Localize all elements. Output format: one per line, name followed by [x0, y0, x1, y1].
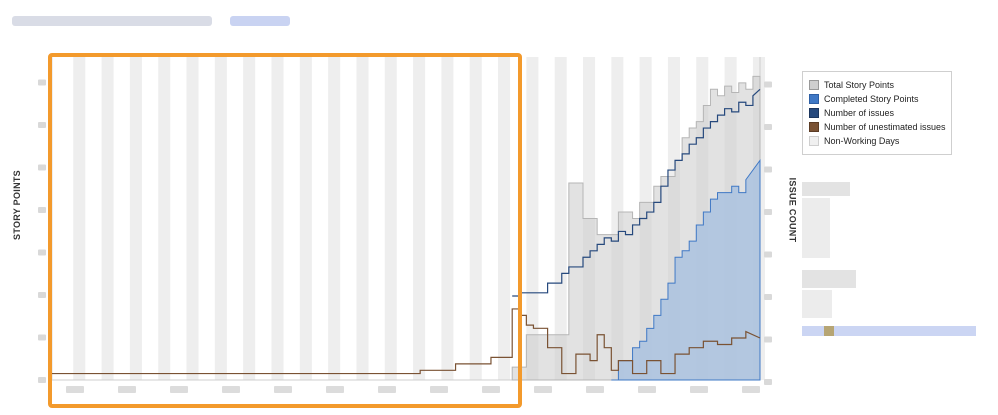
- side-panel-link-blurred[interactable]: [802, 326, 976, 336]
- x-tick-label-blurred: [586, 386, 604, 393]
- non-working-day-band: [498, 57, 511, 380]
- y2-tick-label-blurred: [764, 124, 772, 130]
- legend-swatch-nonworking: [809, 136, 819, 146]
- tick-layer: [38, 79, 772, 393]
- non-working-day-band: [413, 57, 426, 380]
- non-working-day-band: [101, 57, 114, 380]
- x-tick-label-blurred: [742, 386, 760, 393]
- x-tick-label-blurred: [534, 386, 552, 393]
- y2-tick-label-blurred: [764, 336, 772, 343]
- x-tick-label-blurred: [66, 386, 84, 393]
- non-working-day-band: [526, 57, 539, 380]
- x-tick-label-blurred: [118, 386, 136, 393]
- non-working-day-band: [158, 57, 171, 380]
- non-working-day-band: [328, 57, 341, 380]
- x-tick-label-blurred: [482, 386, 500, 393]
- side-panel-marker: [824, 326, 834, 336]
- legend-label: Number of issues: [824, 108, 895, 118]
- non-working-day-band: [129, 57, 142, 380]
- number-of-issues-line: [512, 88, 761, 297]
- non-working-day-band: [469, 57, 482, 380]
- unestimated-issues-line: [52, 308, 761, 375]
- y-tick-label-blurred: [38, 292, 46, 298]
- legend-swatch-total: [809, 80, 819, 90]
- side-panel-blurred-3: [802, 270, 856, 288]
- non-working-day-band: [214, 57, 227, 380]
- y-tick-label-blurred: [38, 79, 46, 86]
- y2-tick-label-blurred: [764, 81, 772, 88]
- breadcrumb-blurred: [12, 16, 212, 26]
- selection-highlight: [48, 53, 522, 408]
- legend-swatch-unestimated: [809, 122, 819, 132]
- x-tick-label-blurred: [274, 386, 292, 393]
- y-tick-label-blurred: [38, 249, 46, 256]
- non-working-day-band: [299, 57, 312, 380]
- legend-item[interactable]: Total Story Points: [809, 78, 951, 92]
- x-tick-label-blurred: [638, 386, 656, 393]
- x-tick-label-blurred: [326, 386, 344, 393]
- non-working-day-band: [356, 57, 369, 380]
- non-working-day-band: [186, 57, 199, 380]
- y2-tick-label-blurred: [764, 294, 772, 300]
- legend-label: Total Story Points: [824, 80, 895, 90]
- x-tick-label-blurred: [430, 386, 448, 393]
- non-working-day-band: [271, 57, 284, 380]
- y2-tick-label-blurred: [764, 251, 772, 258]
- x-tick-label-blurred: [170, 386, 188, 393]
- y2-tick-label-blurred: [764, 166, 772, 173]
- legend-item[interactable]: Completed Story Points: [809, 92, 951, 106]
- legend-item[interactable]: Non-Working Days: [809, 134, 951, 148]
- legend-label: Completed Story Points: [824, 94, 919, 104]
- x-tick-label-blurred: [222, 386, 240, 393]
- non-working-day-band: [554, 57, 567, 380]
- legend-item[interactable]: Number of unestimated issues: [809, 120, 951, 134]
- y-tick-label-blurred: [38, 164, 46, 171]
- y-tick-label-blurred: [38, 207, 46, 213]
- line-layer: [52, 88, 761, 375]
- non-working-day-band: [384, 57, 397, 380]
- area-layer: [511, 75, 761, 381]
- legend-swatch-completed: [809, 94, 819, 104]
- y2-tick-label-blurred: [764, 379, 772, 385]
- non-working-day-band: [441, 57, 454, 380]
- x-tick-label-blurred: [690, 386, 708, 393]
- side-panel-blurred-1: [802, 182, 850, 196]
- chart-legend: Total Story Points Completed Story Point…: [802, 71, 952, 155]
- y2-tick-label-blurred: [764, 209, 772, 215]
- y-tick-label-blurred: [38, 377, 46, 383]
- legend-label: Non-Working Days: [824, 136, 900, 146]
- legend-swatch-issues: [809, 108, 819, 118]
- non-working-day-band: [73, 57, 86, 380]
- y-tick-label-blurred: [38, 122, 46, 128]
- legend-item[interactable]: Number of issues: [809, 106, 951, 120]
- x-tick-label-blurred: [378, 386, 396, 393]
- completed-story-points-area: [611, 158, 761, 381]
- side-panel-blurred-2: [802, 198, 830, 258]
- non-working-day-band: [243, 57, 256, 380]
- legend-label: Number of unestimated issues: [824, 122, 946, 132]
- header-link-blurred[interactable]: [230, 16, 290, 26]
- y-tick-label-blurred: [38, 334, 46, 341]
- side-panel-blurred-4: [802, 290, 832, 318]
